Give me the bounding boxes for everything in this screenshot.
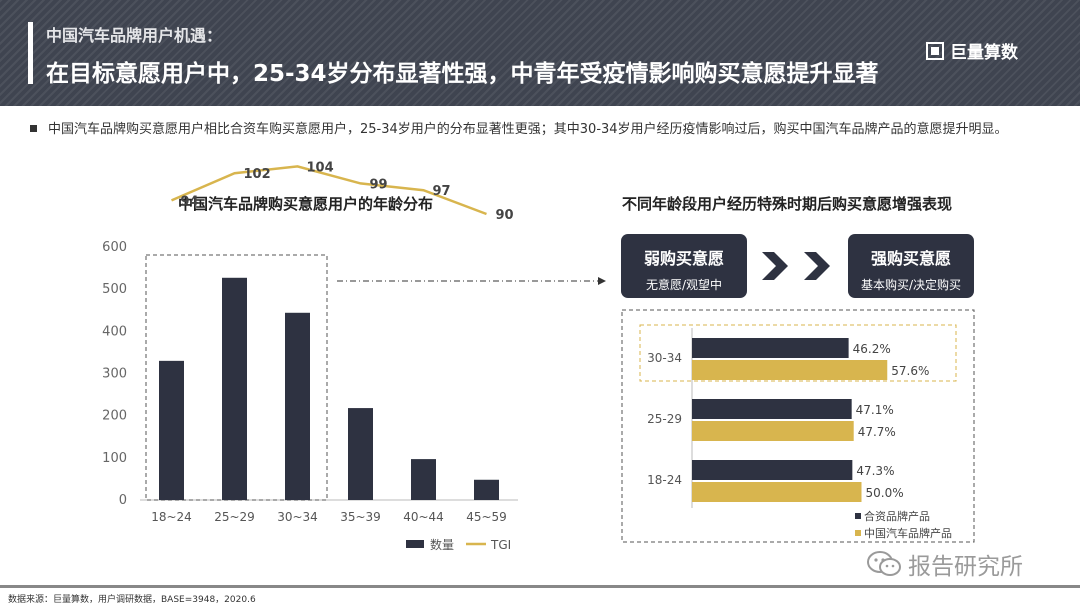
tgi-value-label: 104 [307,160,334,175]
bar-45~59 [474,479,499,500]
bar-jv-25-29 [692,399,852,419]
legend-swatch-jv [855,513,861,519]
chart-frame [621,309,975,543]
tgi-value-label: 102 [244,167,271,182]
page-title: 在目标意愿用户中，25-34岁分布显著性强，中青年受疫情影响购买意愿提升显著 [46,61,879,87]
x-tick-label: 18~24 [151,510,192,524]
x-tick-label: 35~39 [340,510,381,524]
legend-swatch-bar [406,540,424,548]
brand-logo: 巨量算数 [926,38,1018,63]
value-label: 47.7% [858,425,896,439]
y-tick-label: 100 [102,451,127,466]
bar-jv-18-24 [692,460,853,480]
bar-18~24 [159,360,184,500]
bar-35~39 [348,408,373,500]
legend-label-cn: 中国汽车品牌产品 [864,526,952,540]
wechat-icon [867,551,901,576]
value-label: 57.6% [891,364,929,378]
weak-intent-card: 弱购买意愿 无意愿/观望中 [621,234,747,298]
bar-cn-25-29 [692,421,854,441]
brand-name: 巨量算数 [950,43,1018,63]
y-tick-label: 400 [102,324,127,339]
y-tick-label: 600 [102,240,127,255]
x-tick-label: 30~34 [277,510,318,524]
highlight-box [145,254,328,501]
strong-intent-label: 强购买意愿 [870,249,951,268]
bar-cn-18-24 [692,482,862,502]
header-banner: 中国汽车品牌用户机遇： 在目标意愿用户中，25-34岁分布显著性强，中青年受疫情… [0,0,1080,106]
bullet-square-icon [30,125,37,132]
category-label: 18-24 [647,473,682,487]
category-label: 30-34 [647,351,682,365]
header-accent-bar [28,22,33,84]
highlight-box [639,324,957,382]
value-label: 46.2% [853,342,891,356]
watermark: 报告研究所 [866,547,1023,581]
x-tick-label: 40~44 [403,510,444,524]
left-chart-title: 中国汽车品牌购买意愿用户的年龄分布 [178,195,434,213]
y-tick-label: 300 [102,367,127,382]
x-tick-label: 45~59 [466,510,507,524]
value-label: 47.3% [856,464,894,478]
brand-mark-icon [926,41,944,60]
legend-label-jv: 合资品牌产品 [864,509,930,523]
tgi-value-label: 90 [496,208,514,223]
value-label: 47.1% [856,403,894,417]
y-tick-label: 200 [102,409,127,424]
strong-intent-card: 强购买意愿 基本购买/决定购买 [848,234,974,298]
bar-40~44 [411,459,436,500]
y-tick-label: 0 [119,493,127,508]
data-source: 数据来源：巨量算数，用户调研数据，BASE=3948，2020.6 [8,595,256,605]
bar-jv-30-34 [692,338,849,358]
strong-intent-sub: 基本购买/决定购买 [860,278,962,292]
right-chart-title: 不同年龄段用户经历特殊时期后购买意愿增强表现 [622,195,953,213]
x-tick-label: 25~29 [214,510,255,524]
summary-text: 中国汽车品牌购买意愿用户相比合资车购买意愿用户，25-34岁用户的分布显著性更强… [48,122,1008,137]
bar-30~34 [285,312,310,500]
chevron-right-icon [762,252,830,280]
y-tick-label: 500 [102,282,127,297]
bar-cn-30-34 [692,360,888,380]
tgi-value-label: 97 [433,184,451,199]
value-label: 50.0% [866,486,904,500]
weak-intent-label: 弱购买意愿 [643,249,724,268]
tgi-value-label: 99 [370,177,388,192]
watermark-text: 报告研究所 [908,554,1023,580]
connector-arrowhead [598,277,606,285]
legend-label-line: TGI [490,538,511,552]
footer-divider [0,585,1080,588]
category-label: 25-29 [647,412,682,426]
section-eyebrow: 中国汽车品牌用户机遇： [46,26,223,45]
weak-intent-sub: 无意愿/观望中 [645,278,723,292]
legend-label-bar: 数量 [430,537,454,552]
legend-swatch-cn [855,530,861,536]
bar-25~29 [222,277,247,500]
